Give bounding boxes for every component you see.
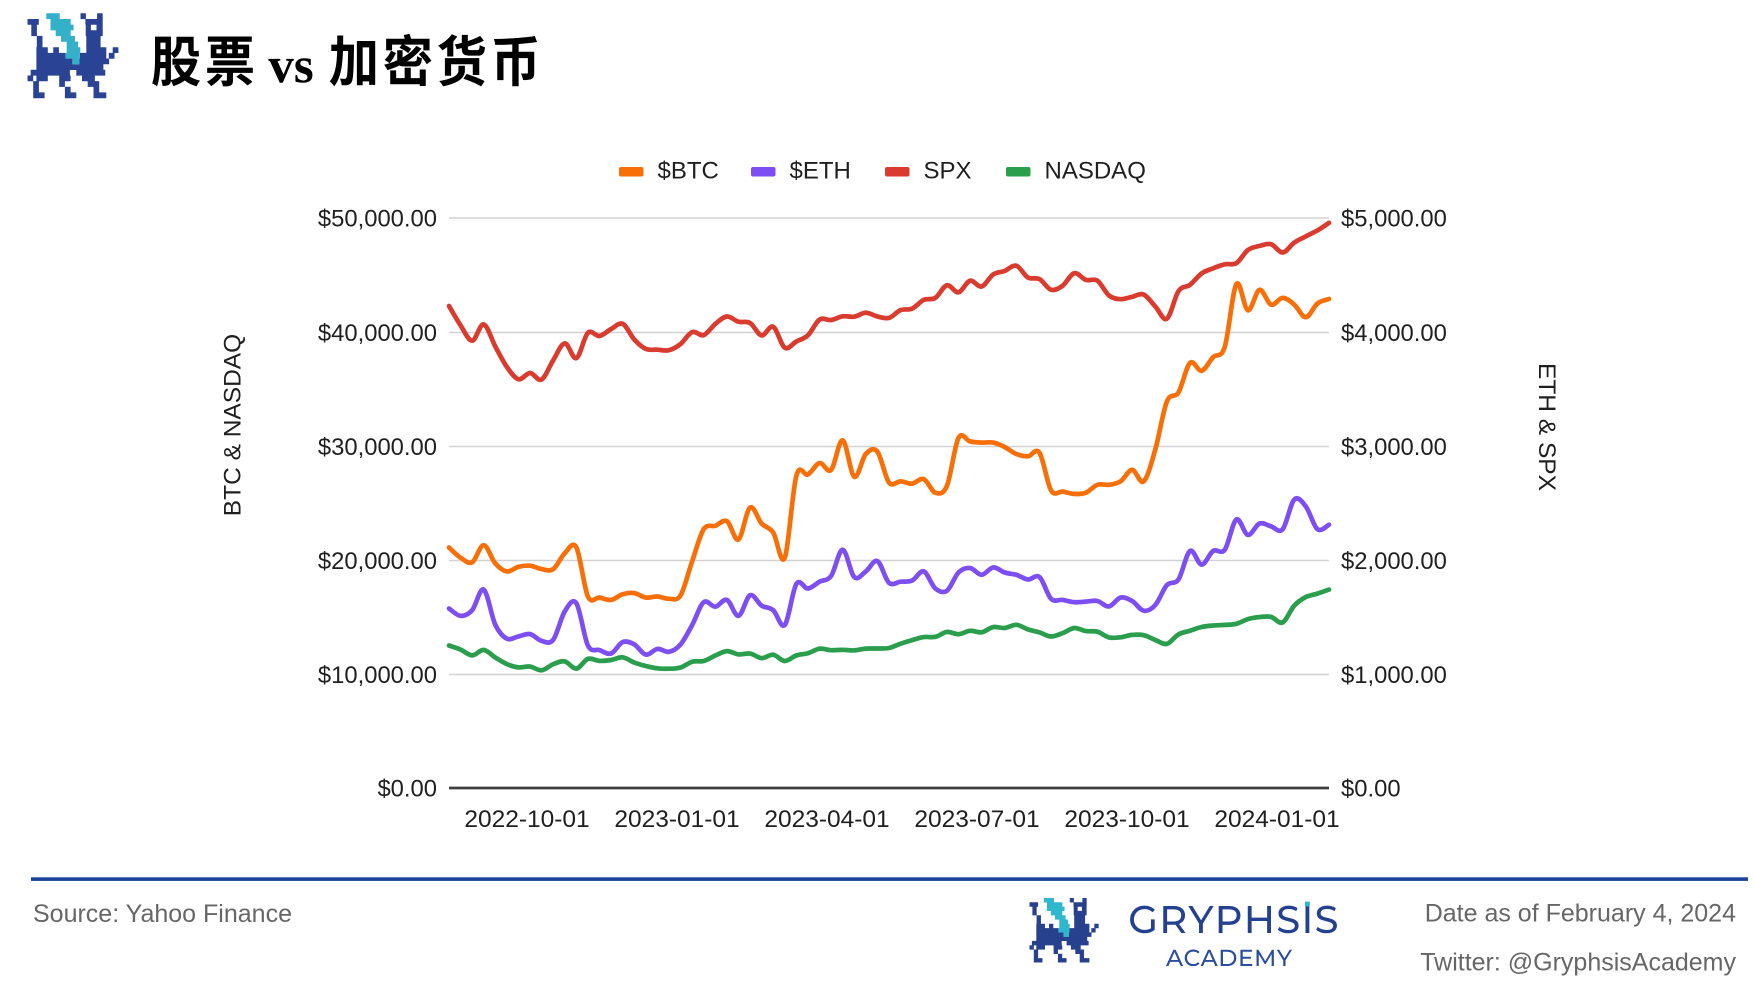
svg-text:Date as of February 4, 2024: Date as of February 4, 2024 bbox=[1425, 900, 1736, 928]
svg-text:Source: Yahoo Finance: Source: Yahoo Finance bbox=[33, 900, 292, 928]
svg-text:$1,000.00: $1,000.00 bbox=[1341, 662, 1447, 689]
svg-text:$0.00: $0.00 bbox=[377, 776, 437, 803]
svg-text:2022-10-01: 2022-10-01 bbox=[464, 806, 589, 833]
svg-text:$30,000.00: $30,000.00 bbox=[318, 434, 437, 461]
svg-text:$BTC: $BTC bbox=[658, 158, 719, 185]
svg-text:$5,000.00: $5,000.00 bbox=[1341, 206, 1447, 233]
svg-text:$10,000.00: $10,000.00 bbox=[318, 662, 437, 689]
svg-text:$50,000.00: $50,000.00 bbox=[318, 206, 437, 233]
svg-text:2023-04-01: 2023-04-01 bbox=[764, 806, 889, 833]
svg-text:2023-01-01: 2023-01-01 bbox=[614, 806, 739, 833]
svg-text:$0.00: $0.00 bbox=[1341, 776, 1401, 803]
svg-text:$40,000.00: $40,000.00 bbox=[318, 320, 437, 347]
svg-text:Twitter: @GryphsisAcademy: Twitter: @GryphsisAcademy bbox=[1420, 949, 1736, 977]
svg-text:$2,000.00: $2,000.00 bbox=[1341, 548, 1447, 575]
svg-text:$ETH: $ETH bbox=[790, 158, 851, 185]
svg-text:$3,000.00: $3,000.00 bbox=[1341, 434, 1447, 461]
svg-text:2023-07-01: 2023-07-01 bbox=[914, 806, 1039, 833]
svg-text:BTC & NASDAQ: BTC & NASDAQ bbox=[220, 334, 247, 516]
svg-text:$20,000.00: $20,000.00 bbox=[318, 548, 437, 575]
svg-text:ETH & SPX: ETH & SPX bbox=[1533, 363, 1560, 491]
svg-text:NASDAQ: NASDAQ bbox=[1045, 158, 1146, 185]
svg-text:2023-10-01: 2023-10-01 bbox=[1064, 806, 1189, 833]
svg-text:SPX: SPX bbox=[924, 158, 972, 185]
svg-text:$4,000.00: $4,000.00 bbox=[1341, 320, 1447, 347]
svg-text:2024-01-01: 2024-01-01 bbox=[1214, 806, 1339, 833]
